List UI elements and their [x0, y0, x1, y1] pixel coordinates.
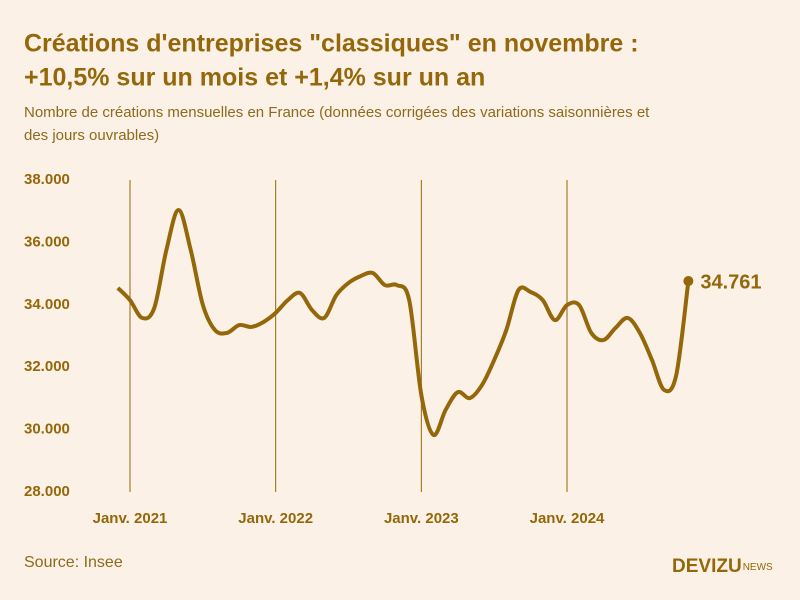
y-tick-label: 30.000	[24, 421, 70, 438]
chart-subtitle: des jours ouvrables)	[24, 127, 159, 144]
value-label: 34.761	[700, 271, 761, 293]
x-tick-label: Janv. 2023	[384, 510, 459, 527]
y-tick-label: 36.000	[24, 233, 70, 250]
end-dot	[683, 276, 694, 287]
y-tick-label: 32.000	[24, 358, 70, 375]
chart-title: +10,5% sur un mois et +1,4% sur un an	[24, 64, 485, 92]
y-tick-label: 34.000	[24, 296, 70, 313]
brand-name: DEVIZU	[672, 556, 742, 577]
x-tick-label: Janv. 2021	[93, 510, 168, 527]
source: Source: Insee	[24, 554, 123, 571]
chart-subtitle: Nombre de créations mensuelles en France…	[24, 104, 650, 121]
brand: DEVIZUNEWS	[672, 556, 773, 577]
x-tick-label: Janv. 2022	[238, 510, 313, 527]
x-tick-label: Janv. 2024	[530, 510, 605, 527]
chart-title: Créations d'entreprises "classiques" en …	[24, 30, 639, 58]
y-tick-label: 38.000	[24, 171, 70, 188]
y-tick-label: 28.000	[24, 483, 70, 500]
line	[116, 207, 691, 437]
brand-suffix: NEWS	[743, 562, 773, 573]
